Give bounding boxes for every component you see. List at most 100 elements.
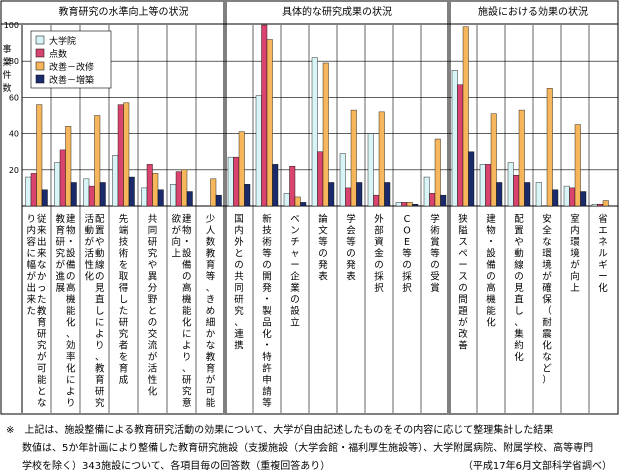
category-label-char: 研 [234, 295, 244, 306]
y-tick-label: 40 [9, 130, 19, 139]
bar [574, 124, 581, 207]
bar [468, 151, 475, 207]
category-label-char: 動 [95, 249, 105, 260]
bar [99, 182, 106, 207]
category-label-char: ス [458, 237, 468, 248]
legend-swatch [35, 48, 45, 58]
bar [457, 84, 464, 207]
category-label-char: 金 [374, 248, 384, 260]
bar [535, 182, 542, 207]
category-label-char: よ [66, 387, 76, 398]
category-label-char: 等 [346, 236, 356, 248]
category-label-char: 置 [514, 226, 524, 237]
category-label-char: 研 [37, 329, 47, 340]
category-label-char: り [95, 341, 105, 352]
category-label-char: 育 [206, 363, 216, 375]
category-label-char: E [404, 237, 410, 248]
category-label-char: が [542, 271, 552, 283]
category-label-char: 活 [148, 363, 158, 375]
bar [507, 162, 514, 207]
category-label-char: き [206, 295, 216, 306]
category-label-char: 内 [570, 225, 580, 237]
category-label-char: な [206, 341, 216, 352]
category-label-char: 流 [148, 340, 158, 352]
category-label-char: 欲 [171, 213, 181, 225]
bar [266, 39, 273, 207]
category-label-char: に [26, 249, 36, 260]
category-label-char: 隘 [458, 226, 468, 237]
category-label-char: 究 [148, 248, 158, 260]
bar [339, 153, 346, 207]
y-axis-label: 数 [2, 82, 11, 94]
category-label-char: 等 [430, 248, 440, 260]
category-label-char: が [148, 351, 158, 363]
category-label-char: の [182, 272, 192, 283]
category-label-char: 備 [66, 259, 76, 271]
category-label-char: 共 [234, 272, 244, 283]
y-axis-label: 業 [2, 56, 11, 68]
bar [25, 176, 32, 207]
category-label-char: め [206, 306, 216, 317]
category-label-char: 展 [55, 283, 65, 294]
category-label-char: 能 [182, 305, 192, 317]
category-label-char: と [37, 387, 47, 398]
category-label-char: 動 [84, 226, 94, 237]
category-label-char: 育 [95, 374, 105, 386]
category-label-char: 交 [148, 328, 158, 340]
legend-label: 改善－増築 [49, 74, 94, 86]
category-label-char: ペ [458, 249, 468, 260]
category-label-char: 研 [148, 237, 158, 248]
bar [490, 113, 497, 207]
category-label-char: ・ [182, 237, 192, 248]
category-label-char: 取 [119, 272, 129, 283]
category-label-char: ・ [262, 295, 272, 306]
bar [373, 194, 380, 207]
category-label-char: 化 [598, 282, 608, 294]
category-label-char: 受 [430, 271, 440, 283]
category-label-char: な [542, 352, 552, 363]
bar [440, 194, 447, 207]
category-label-char: 許 [262, 363, 272, 375]
category-label-char: し [95, 306, 105, 317]
bar [70, 182, 77, 207]
category-label-char: 性 [84, 259, 94, 271]
bar [238, 131, 245, 207]
category-label-char: 化 [182, 317, 192, 329]
category-label-char: 設 [486, 248, 496, 260]
category-label-char: か [206, 329, 216, 340]
category-label-char: 建 [486, 213, 496, 225]
category-label-char: 物 [182, 225, 192, 237]
y-tick-label: 20 [9, 166, 19, 175]
category-label-char: 保 [542, 294, 552, 306]
category-label-char: 化 [148, 386, 158, 398]
category-label-char: 来 [26, 295, 36, 306]
category-label-char: 外 [374, 213, 384, 225]
category-label-char: 、 [66, 329, 76, 340]
category-label-char: な [37, 398, 47, 409]
category-label-char: 等 [402, 248, 412, 260]
bar [345, 187, 352, 207]
bar [30, 173, 37, 207]
category-label-char: 表 [318, 271, 328, 283]
y-tick-label: 60 [9, 93, 19, 102]
bar [59, 149, 66, 207]
category-label-char: 化 [262, 328, 272, 340]
category-label-char: の [95, 272, 105, 283]
category-label-char: 企 [290, 271, 300, 283]
bar [395, 202, 402, 207]
category-label-char: 設 [182, 248, 192, 260]
category-label-char: 採 [402, 271, 412, 283]
category-label-char: ー [290, 260, 300, 271]
category-label-char: の [458, 283, 468, 294]
category-label-char: 異 [148, 272, 158, 283]
category-label-char: 特 [262, 351, 272, 363]
category-label-char: 全 [542, 225, 552, 237]
bar [367, 133, 374, 207]
category-label-char: 究 [55, 248, 65, 260]
category-label-char: 機 [182, 294, 192, 306]
bar [65, 126, 72, 207]
category-label-char: り [66, 398, 76, 409]
y-axis-label: 件 [2, 69, 11, 81]
category-label-char: 外 [234, 236, 244, 248]
category-label-char: 教 [55, 213, 65, 225]
